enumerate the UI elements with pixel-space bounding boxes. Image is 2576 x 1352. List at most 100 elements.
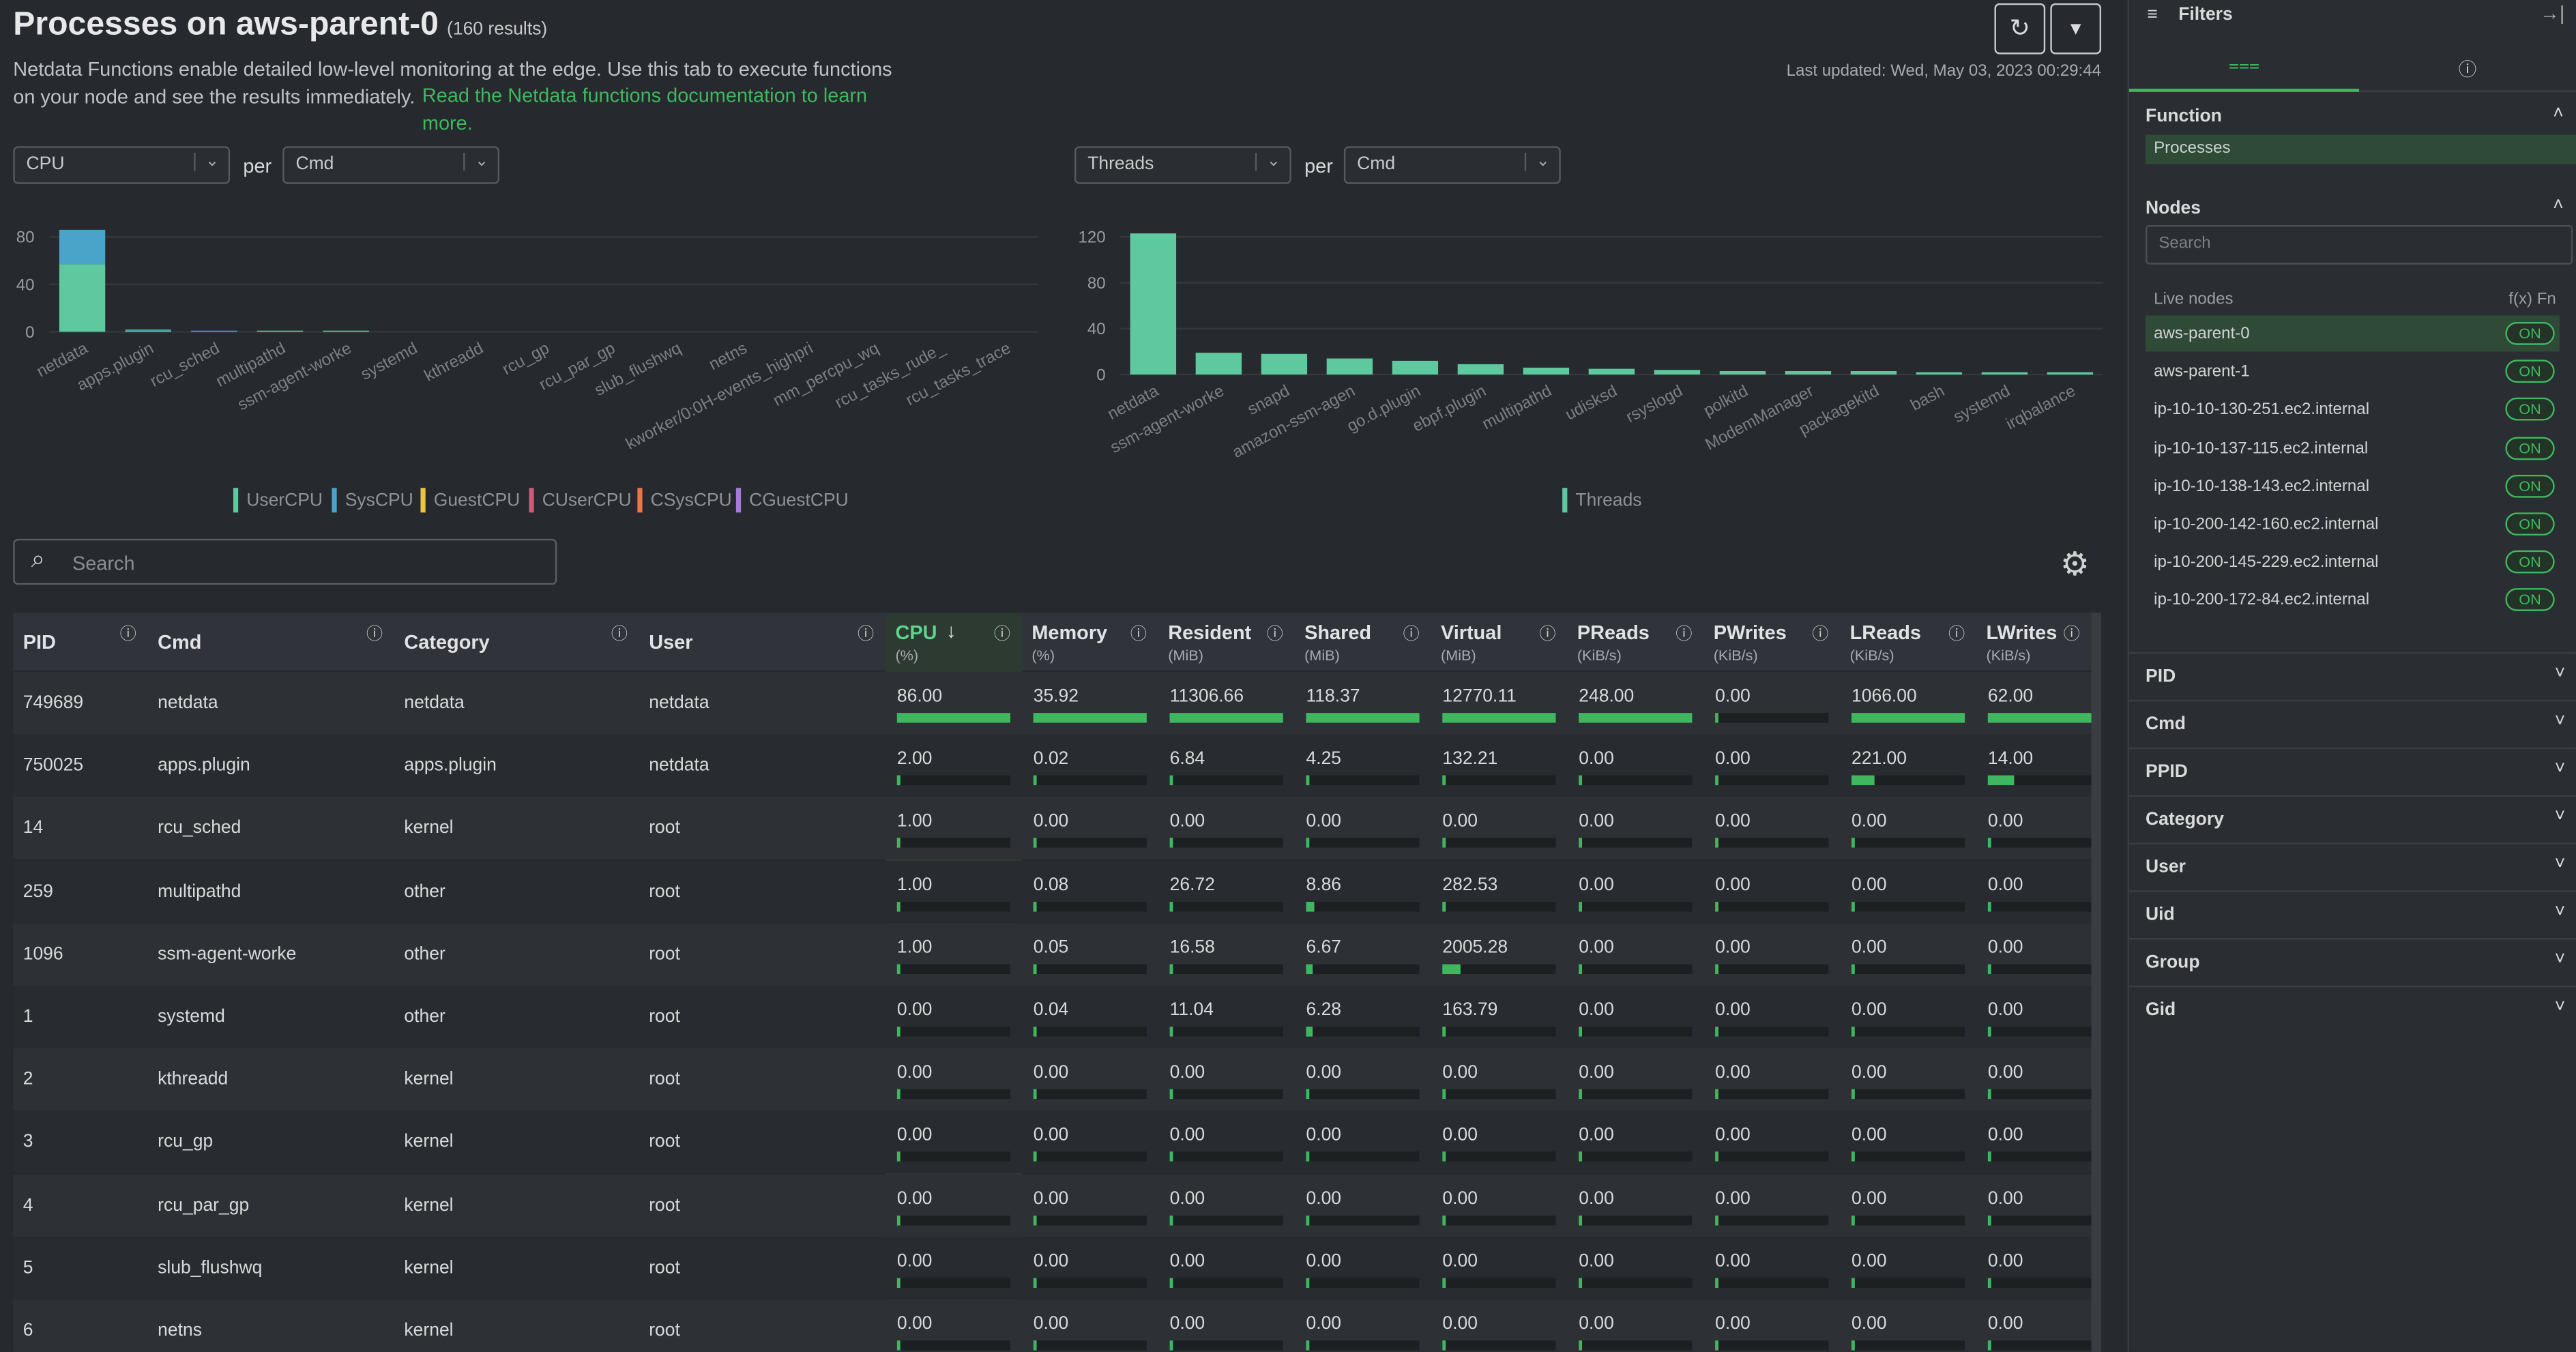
function-value[interactable]: Processes <box>2146 134 2576 164</box>
menu-button[interactable]: ▼ <box>2050 3 2102 55</box>
filter-section[interactable] <box>2128 747 2576 797</box>
table-row[interactable] <box>13 859 2092 923</box>
table-row[interactable] <box>13 1236 2092 1299</box>
bar-track <box>1306 964 1420 974</box>
column-header[interactable]: Shared <box>1304 621 1372 644</box>
bar-track <box>1579 1152 1693 1162</box>
bar-track <box>1851 1278 1965 1288</box>
bar-track <box>1987 1278 2102 1288</box>
info-icon[interactable]: ⓘ <box>1812 626 1829 644</box>
info-icon[interactable]: ⓘ <box>366 626 383 644</box>
column-header[interactable]: CPU <box>895 621 937 644</box>
table-row[interactable] <box>13 1048 2092 1111</box>
tab-info[interactable]: ⓘ <box>2359 56 2576 92</box>
node-row[interactable] <box>2146 315 2560 352</box>
x-tick-label: multipathd <box>1479 381 1555 433</box>
table-row[interactable] <box>13 1173 2092 1237</box>
dropdown[interactable]: Threads <box>1074 146 1291 184</box>
table-row[interactable] <box>13 985 2092 1048</box>
info-icon[interactable]: ⓘ <box>993 626 1011 644</box>
table-row[interactable] <box>13 1111 2092 1174</box>
dropdown[interactable]: Cmd <box>282 146 500 184</box>
column-header[interactable]: Category <box>404 630 490 654</box>
node-status[interactable]: ON <box>2505 398 2555 422</box>
filters-title: Filters <box>2178 5 2233 25</box>
node-status[interactable]: ON <box>2505 550 2555 574</box>
column-header[interactable]: LWrites <box>1986 621 2058 644</box>
info-icon[interactable]: ⓘ <box>1130 626 1147 644</box>
info-icon[interactable]: ⓘ <box>1403 626 1420 644</box>
bar-segment <box>1850 371 1897 375</box>
node-status[interactable]: ON <box>2505 436 2555 460</box>
cell-bar <box>896 838 898 849</box>
bar-track <box>1306 1340 1420 1351</box>
bar-segment <box>323 330 369 332</box>
column-header[interactable]: Resident <box>1168 621 1252 644</box>
bar-track <box>1715 713 1829 723</box>
column-header[interactable]: Cmd <box>158 630 202 654</box>
cell-value: 8.86 <box>1306 875 1342 895</box>
search-box[interactable] <box>13 538 557 585</box>
info-icon[interactable]: ⓘ <box>119 626 136 644</box>
column-header[interactable]: LReads <box>1849 621 1922 644</box>
node-status[interactable]: ON <box>2505 474 2555 498</box>
info-icon[interactable]: ⓘ <box>1948 626 1965 644</box>
collapse-icon[interactable]: →| <box>2540 1 2565 25</box>
settings-icon[interactable]: ⚙ <box>2060 546 2090 583</box>
bar-track <box>1306 1027 1420 1037</box>
cell-value: 0.00 <box>1715 875 1751 895</box>
filter-section[interactable] <box>2128 652 2576 701</box>
bar-track <box>1033 1027 1147 1037</box>
filter-section[interactable] <box>2128 938 2576 987</box>
column-header[interactable]: Virtual <box>1440 621 1502 644</box>
bar-segment <box>1326 358 1373 375</box>
refresh-button[interactable]: ↻ <box>1994 3 2046 55</box>
bar-track <box>1715 1027 1829 1037</box>
filter-section[interactable] <box>2128 985 2576 1035</box>
x-tick-label: irqbalance <box>2003 381 2079 433</box>
dropdown[interactable]: Cmd <box>1343 146 1561 184</box>
search-icon: ⌕ <box>31 545 45 574</box>
node-status[interactable]: ON <box>2505 359 2555 383</box>
scrollbar[interactable] <box>2091 613 2102 1352</box>
table-row[interactable] <box>13 797 2092 860</box>
node-status[interactable]: ON <box>2505 589 2555 612</box>
cell-value: 221.00 <box>1851 749 1907 769</box>
column-header[interactable]: PReads <box>1577 621 1650 644</box>
info-icon[interactable]: ⓘ <box>858 626 875 644</box>
cell-value: 0.00 <box>1987 1251 2023 1272</box>
filter-section[interactable] <box>2128 699 2576 749</box>
cell-value: 0.00 <box>1033 1063 1069 1083</box>
x-tick-label: ssm-agent-worke <box>235 339 355 415</box>
info-icon[interactable]: ⓘ <box>1539 626 1556 644</box>
table-row[interactable] <box>13 734 2092 797</box>
filter-section[interactable] <box>2128 890 2576 939</box>
filter-section[interactable] <box>2128 842 2576 892</box>
cell-value: 0.00 <box>1169 1063 1205 1083</box>
cell-value: 16.58 <box>1169 937 1215 958</box>
x-tick-label: polkitd <box>1701 381 1751 420</box>
cell-value: 1.00 <box>896 937 933 958</box>
last-updated: Last updated: Wed, May 03, 2023 00:29:44 <box>1786 62 2102 80</box>
bar-track <box>1442 1340 1556 1351</box>
dropdown[interactable]: CPU <box>13 146 231 184</box>
tab-filter[interactable]: ⩶ <box>2128 56 2360 92</box>
info-icon[interactable]: ⓘ <box>611 626 628 644</box>
filter-section[interactable] <box>2128 795 2576 844</box>
table-row[interactable] <box>13 922 2092 986</box>
node-status[interactable]: ON <box>2505 321 2555 345</box>
nodes-search[interactable]: Search <box>2146 224 2573 265</box>
info-icon[interactable]: ⓘ <box>1266 626 1283 644</box>
info-icon[interactable]: ⓘ <box>2063 626 2080 644</box>
doc-link[interactable]: Read the Netdata functions documentation… <box>422 83 868 134</box>
column-header[interactable]: PID <box>23 630 56 654</box>
column-header[interactable]: Memory <box>1031 621 1108 644</box>
info-icon[interactable]: ⓘ <box>1675 626 1693 644</box>
table-row[interactable] <box>13 671 2092 735</box>
cell-bar <box>1442 901 1446 911</box>
column-header[interactable]: User <box>649 630 693 654</box>
column-header[interactable]: PWrites <box>1713 621 1787 644</box>
bar-track <box>1851 838 1965 849</box>
node-status[interactable]: ON <box>2505 512 2555 536</box>
